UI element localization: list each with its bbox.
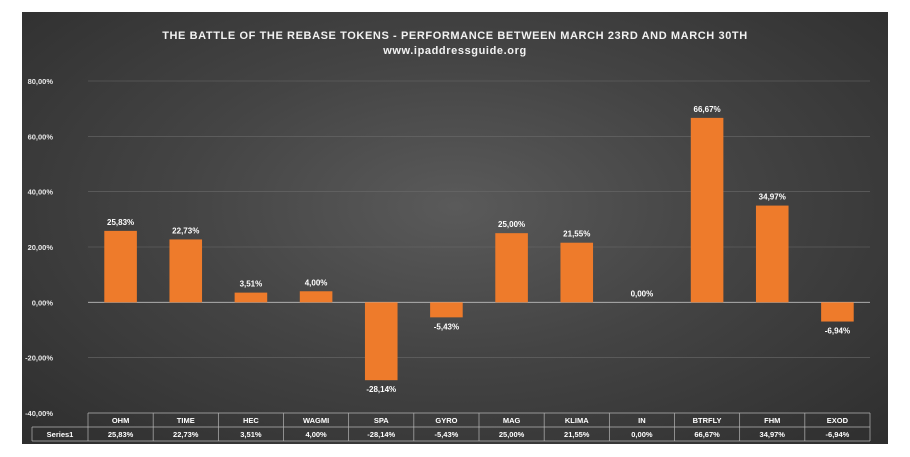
bar: [495, 233, 528, 303]
bar: [821, 302, 854, 322]
bar: [299, 291, 333, 303]
table-value: 34,97%: [760, 430, 786, 439]
table-value: 25,00%: [499, 430, 525, 439]
bar: [430, 302, 463, 318]
y-axis-ticks: 80,00% 60,00% 40,00% 20,00% 0,00% -20,00% -40,…: [25, 77, 53, 418]
category-label: FHM: [764, 416, 780, 425]
bar: [169, 239, 203, 303]
table-value: -5,43%: [435, 430, 459, 439]
table-value: 25,83%: [108, 430, 134, 439]
y-tick-label: 0,00%: [32, 298, 54, 307]
table-value: -28,14%: [367, 430, 395, 439]
data-label: 66,67%: [694, 105, 721, 114]
data-label: 21,55%: [563, 230, 590, 239]
chart-panel: THE BATTLE OF THE REBASE TOKENS - PERFOR…: [22, 12, 888, 444]
category-label: GYRO: [435, 416, 457, 425]
data-table: Series1 OHM 25,83% TIME 22,73% HEC 3,51% WAGMI 4…: [31, 412, 871, 442]
category-label: TIME: [177, 416, 195, 425]
chart-svg: THE BATTLE OF THE REBASE TOKENS - PERFOR…: [25, 30, 871, 442]
data-label: 34,97%: [759, 193, 786, 202]
category-label: MAG: [503, 416, 521, 425]
y-tick-label: 20,00%: [28, 243, 54, 252]
category-label: BTRFLY: [693, 416, 722, 425]
data-label: -28,14%: [366, 385, 396, 394]
data-label: 0,00%: [631, 289, 654, 298]
table-series-name: Series1: [47, 430, 74, 439]
data-labels: 25,83% 22,73% 3,51% 4,00% -28,14% -5,43% 25,00…: [107, 105, 850, 394]
table-value: 3,51%: [240, 430, 262, 439]
gridlines: [88, 80, 870, 358]
category-label: OHM: [112, 416, 130, 425]
table-value: 66,67%: [694, 430, 720, 439]
table-value: -6,94%: [826, 430, 850, 439]
category-label: HEC: [243, 416, 259, 425]
bar: [234, 292, 268, 303]
category-label: EXOD: [827, 416, 849, 425]
category-label: KLIMA: [565, 416, 589, 425]
bar: [104, 230, 137, 303]
table-value: 0,00%: [631, 430, 653, 439]
bar: [755, 205, 789, 303]
bar: [364, 302, 398, 381]
bars: [104, 117, 854, 381]
category-label: IN: [638, 416, 646, 425]
data-label: -5,43%: [434, 322, 459, 331]
table-value: 21,55%: [564, 430, 590, 439]
table-value: 4,00%: [305, 430, 327, 439]
bar: [690, 117, 724, 303]
data-label: 3,51%: [240, 280, 263, 289]
data-label: 22,73%: [172, 226, 199, 235]
data-label: 25,83%: [107, 218, 134, 227]
category-label: SPA: [374, 416, 389, 425]
y-tick-label: -20,00%: [25, 354, 53, 363]
y-tick-label: 80,00%: [28, 77, 54, 86]
bar: [560, 242, 594, 303]
data-label: -6,94%: [825, 327, 850, 336]
y-tick-label: 60,00%: [28, 132, 54, 141]
data-label: 4,00%: [305, 278, 328, 287]
chart-subtitle: www.ipaddressguide.org: [382, 45, 527, 57]
y-tick-label: -40,00%: [25, 409, 53, 418]
y-tick-label: 40,00%: [28, 188, 54, 197]
data-label: 25,00%: [498, 220, 525, 229]
chart-title: THE BATTLE OF THE REBASE TOKENS - PERFOR…: [162, 30, 748, 42]
category-label: WAGMI: [303, 416, 329, 425]
table-value: 22,73%: [173, 430, 199, 439]
